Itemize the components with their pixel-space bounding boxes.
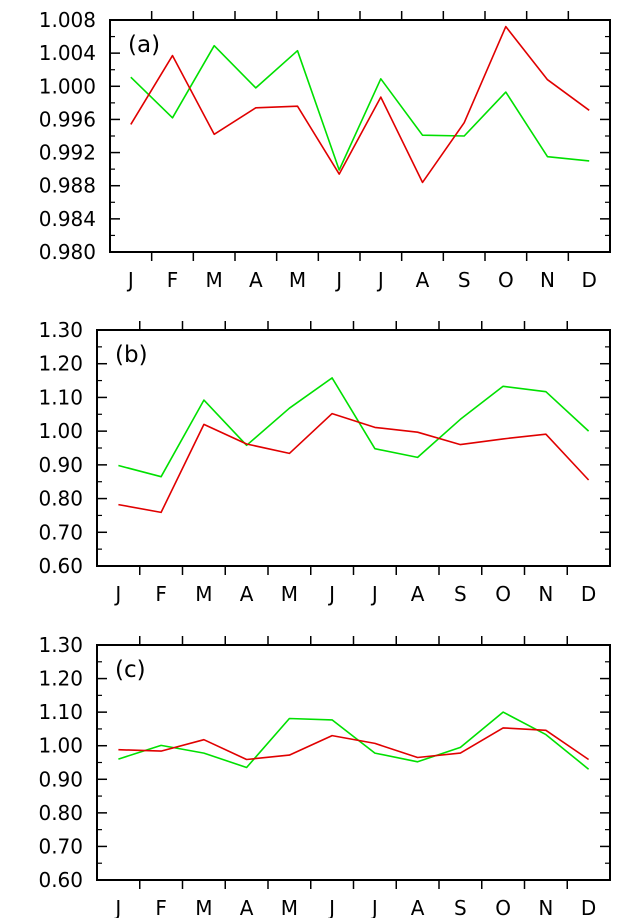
panel-a-series-line-1 bbox=[130, 44, 590, 171]
panel-a: 0.980 0.984 0.988 0.992 0.996 1.000 1.004 1.008… bbox=[39, 8, 611, 292]
panel-a-label: (a) bbox=[128, 32, 160, 58]
panel-b-month-label: M bbox=[195, 582, 212, 606]
panel-c-ytick-label: 1.20 bbox=[38, 667, 83, 691]
panel-b-series-line-2 bbox=[118, 412, 590, 514]
panel-b-ytick-label: 1.00 bbox=[38, 419, 83, 443]
panel-b-ytick-label: 1.20 bbox=[38, 352, 83, 376]
panel-a-ytick-label: 0.988 bbox=[39, 174, 96, 198]
panel-c-month-label: J bbox=[327, 896, 335, 918]
panel-c-ytick-label: 1.30 bbox=[38, 633, 83, 657]
panel-c-frame bbox=[96, 644, 611, 881]
panel-c-series-line-2 bbox=[118, 727, 590, 761]
panel-b: 0.60 0.70 0.80 0.90 1.00 1.10 1.20 1.30 J F M A M J J A… bbox=[38, 318, 611, 606]
panel-b-label: (b) bbox=[115, 342, 148, 368]
panel-c-ytick-label: 0.60 bbox=[38, 868, 83, 892]
panel-c-month-label: F bbox=[155, 896, 167, 918]
panel-a-ytick-label: 1.000 bbox=[39, 74, 96, 98]
panel-a-month-label: M bbox=[206, 268, 223, 292]
panel-a-month-label: A bbox=[249, 268, 263, 292]
panel-c-series-line-1 bbox=[118, 711, 590, 770]
panel-a-ytick-label: 1.008 bbox=[39, 8, 96, 32]
panel-a-month-label: F bbox=[167, 268, 179, 292]
panel-a-ytick-label: 0.980 bbox=[39, 240, 96, 264]
panel-b-ytick-label: 0.60 bbox=[38, 554, 83, 578]
panel-a-month-label: O bbox=[498, 268, 514, 292]
panel-a-month-label: N bbox=[540, 268, 555, 292]
panel-c-ytick-label: 0.70 bbox=[38, 834, 83, 858]
panel-c-month-label: N bbox=[538, 896, 553, 918]
panel-c-month-label: M bbox=[195, 896, 212, 918]
panel-c-month-label: J bbox=[370, 896, 378, 918]
panel-a-month-label: M bbox=[289, 268, 306, 292]
panel-a-month-label: J bbox=[126, 268, 134, 292]
panel-b-frame bbox=[96, 329, 611, 567]
panel-b-ytick-label: 1.30 bbox=[38, 318, 83, 342]
panel-c-month-label: A bbox=[240, 896, 254, 918]
panel-c-month-label: J bbox=[113, 896, 121, 918]
panel-c-ytick-label: 1.00 bbox=[38, 734, 83, 758]
panel-b-month-label: M bbox=[281, 582, 298, 606]
panel-b-month-label: D bbox=[581, 582, 596, 606]
panel-c-month-label: A bbox=[411, 896, 425, 918]
panel-c-ytick-label: 1.10 bbox=[38, 700, 83, 724]
panel-b-month-label: A bbox=[411, 582, 425, 606]
panel-a-month-label: D bbox=[581, 268, 596, 292]
panel-b-ytick-label: 1.10 bbox=[38, 385, 83, 409]
panel-c-month-label: S bbox=[454, 896, 467, 918]
panel-a-ytick-label: 0.992 bbox=[39, 141, 96, 165]
panel-b-ytick-label: 0.90 bbox=[38, 453, 83, 477]
panel-c-ytick-label: 0.90 bbox=[38, 767, 83, 791]
panel-b-ytick-label: 0.80 bbox=[38, 487, 83, 511]
panel-a-month-label: S bbox=[458, 268, 471, 292]
panel-b-ytick-label: 0.70 bbox=[38, 520, 83, 544]
panel-a-month-label: A bbox=[416, 268, 430, 292]
panel-a-month-label: J bbox=[376, 268, 384, 292]
panel-c: 0.60 0.70 0.80 0.90 1.00 1.10 1.20 1.30 J F M A M J J A… bbox=[38, 633, 611, 918]
panel-c-label: (c) bbox=[115, 657, 146, 683]
panel-b-month-label: J bbox=[370, 582, 378, 606]
panel-b-month-label: N bbox=[538, 582, 553, 606]
panel-a-ytick-label: 1.004 bbox=[39, 41, 96, 65]
panel-b-month-label: S bbox=[454, 582, 467, 606]
panel-c-month-label: O bbox=[495, 896, 511, 918]
panel-a-ytick-label: 0.996 bbox=[39, 107, 96, 131]
panel-b-month-label: F bbox=[155, 582, 167, 606]
panel-b-month-label: O bbox=[495, 582, 511, 606]
panel-a-month-label: J bbox=[334, 268, 342, 292]
panel-b-month-label: J bbox=[327, 582, 335, 606]
panel-a-ytick-label: 0.984 bbox=[39, 207, 96, 231]
panel-a-series-line-2 bbox=[130, 25, 590, 184]
panel-b-month-label: J bbox=[113, 582, 121, 606]
panel-c-month-label: D bbox=[581, 896, 596, 918]
panel-c-ytick-label: 0.80 bbox=[38, 801, 83, 825]
panel-b-month-label: A bbox=[240, 582, 254, 606]
panel-b-series-line-1 bbox=[118, 377, 590, 478]
panel-c-month-label: M bbox=[281, 896, 298, 918]
